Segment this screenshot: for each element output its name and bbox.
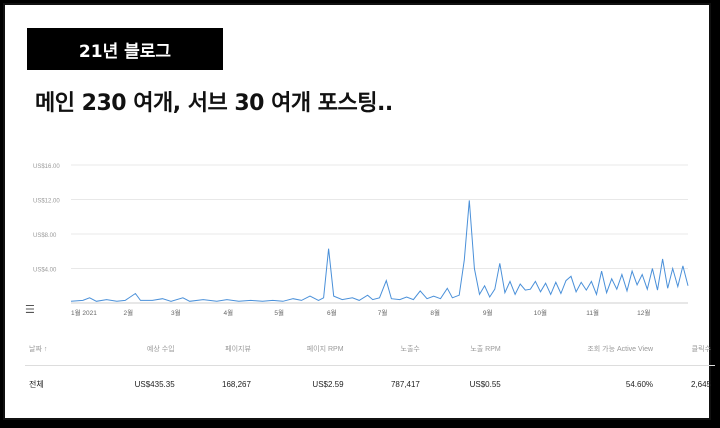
screenshot-frame: 21년 블로그 메인 230 여개, 서브 30 여개 포스팅.. US$16.… bbox=[3, 3, 715, 420]
x-tick-label: 3월 bbox=[171, 308, 181, 317]
cell-estimated-earnings: US$435.35 bbox=[134, 379, 175, 389]
stats-header-row: 날짜 ↑ 예상 수입 페이지뷰 페이지 RPM 노출수 노출 RPM 조회 가능… bbox=[25, 333, 715, 366]
cell-page-views: 168,267 bbox=[222, 379, 251, 389]
headline: 메인 230 여개, 서브 30 여개 포스팅.. bbox=[35, 91, 393, 116]
earnings-chart-svg: US$16.00 US$12.00 US$8.00 US$4.00 1월 2021 2월 3… bbox=[33, 164, 689, 317]
stats-table: 날짜 ↑ 예상 수입 페이지뷰 페이지 RPM 노출수 노출 RPM 조회 가능… bbox=[25, 333, 715, 402]
col-impression-rpm[interactable]: 노출 RPM bbox=[423, 333, 505, 366]
cell-clicks: 2,645 bbox=[690, 379, 711, 389]
cell-page-rpm: US$2.59 bbox=[312, 379, 344, 389]
x-tick-label: 5월 bbox=[274, 308, 284, 317]
x-tick-label: 4월 bbox=[224, 308, 234, 317]
x-tick-label: 11월 bbox=[586, 308, 599, 317]
col-date[interactable]: 날짜 ↑ bbox=[25, 333, 80, 366]
cell-impression-rpm: US$0.55 bbox=[469, 379, 501, 389]
y-tick-label: US$16.00 bbox=[33, 164, 60, 170]
earnings-chart: US$16.00 US$12.00 US$8.00 US$4.00 1월 2021 2월 3… bbox=[23, 155, 703, 325]
x-tick-label: 12월 bbox=[637, 308, 650, 317]
x-tick-label: 9월 bbox=[483, 308, 493, 317]
cell-impressions: 787,417 bbox=[390, 379, 420, 389]
col-estimated-earnings[interactable]: 예상 수입 bbox=[79, 333, 179, 366]
x-tick-label: 7월 bbox=[378, 308, 388, 317]
x-tick-label: 10월 bbox=[534, 308, 547, 317]
x-tick-label: 6월 bbox=[327, 308, 337, 317]
x-tick-label: 8월 bbox=[430, 308, 440, 317]
cell-total-label: 전체 bbox=[29, 379, 44, 389]
col-page-views[interactable]: 페이지뷰 bbox=[178, 333, 255, 366]
year-tag-label: 21년 블로그 bbox=[78, 41, 172, 62]
x-tick-label: 1월 2021 bbox=[71, 308, 97, 317]
earnings-series-line bbox=[70, 200, 689, 302]
col-page-rpm[interactable]: 페이지 RPM bbox=[254, 333, 348, 366]
table-row: 전체 US$435.35 168,267 US$2.59 787,417 US$… bbox=[25, 366, 715, 403]
y-tick-label: US$4.00 bbox=[33, 268, 57, 274]
col-impressions[interactable]: 노출수 bbox=[347, 333, 424, 366]
y-tick-label: US$8.00 bbox=[33, 233, 57, 239]
x-tick-label: 2월 bbox=[124, 308, 134, 317]
col-clicks[interactable]: 클릭수 bbox=[657, 333, 715, 366]
cell-active-view: 54.60% bbox=[625, 379, 654, 389]
y-tick-label: US$12.00 bbox=[33, 199, 60, 205]
year-tag: 21년 블로그 bbox=[27, 28, 223, 70]
chart-menu-icon[interactable]: ☰ bbox=[25, 303, 35, 316]
col-active-view[interactable]: 조회 가능 Active View bbox=[504, 333, 658, 366]
